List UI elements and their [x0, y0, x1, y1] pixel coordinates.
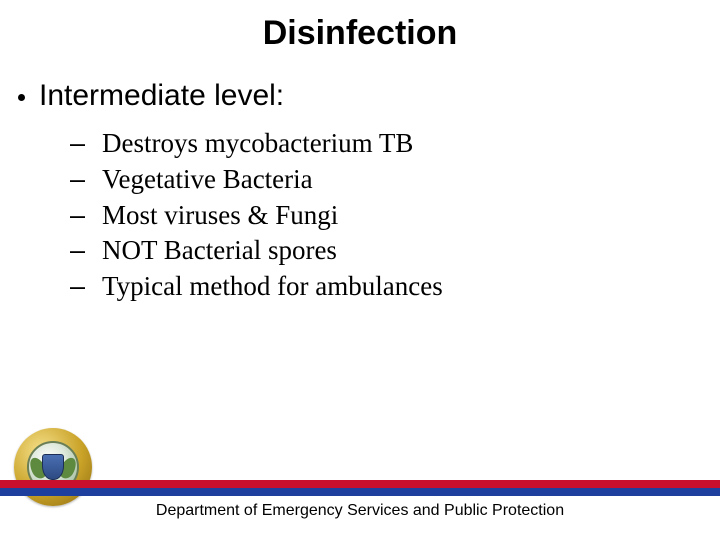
- bullet-dot-icon: [18, 94, 25, 101]
- footer-stripe-top: [0, 480, 720, 488]
- dash-icon: –: [70, 163, 84, 197]
- footer-stripe-bottom: [0, 488, 720, 496]
- sub-bullet-text: NOT Bacterial spores: [102, 234, 337, 268]
- bullet-level1-text: Intermediate level:: [39, 79, 284, 113]
- sub-bullet-item: – Typical method for ambulances: [70, 270, 702, 304]
- bullet-level1: Intermediate level:: [18, 79, 702, 113]
- dash-icon: –: [70, 127, 84, 161]
- sub-bullet-text: Destroys mycobacterium TB: [102, 127, 413, 161]
- slide: Disinfection Intermediate level: – Destr…: [0, 0, 720, 540]
- sub-bullet-text: Vegetative Bacteria: [102, 163, 313, 197]
- dash-icon: –: [70, 234, 84, 268]
- sub-bullet-text: Typical method for ambulances: [102, 270, 443, 304]
- sub-bullet-item: – Vegetative Bacteria: [70, 163, 702, 197]
- footer-text: Department of Emergency Services and Pub…: [0, 496, 720, 520]
- sub-bullet-item: – Most viruses & Fungi: [70, 199, 702, 233]
- sub-bullet-item: – NOT Bacterial spores: [70, 234, 702, 268]
- slide-footer: Department of Emergency Services and Pub…: [0, 480, 720, 520]
- sub-bullet-list: – Destroys mycobacterium TB – Vegetative…: [18, 127, 702, 304]
- slide-title: Disinfection: [0, 0, 720, 53]
- sub-bullet-item: – Destroys mycobacterium TB: [70, 127, 702, 161]
- slide-content: Intermediate level: – Destroys mycobacte…: [0, 53, 720, 304]
- sub-bullet-text: Most viruses & Fungi: [102, 199, 338, 233]
- dash-icon: –: [70, 199, 84, 233]
- dash-icon: –: [70, 270, 84, 304]
